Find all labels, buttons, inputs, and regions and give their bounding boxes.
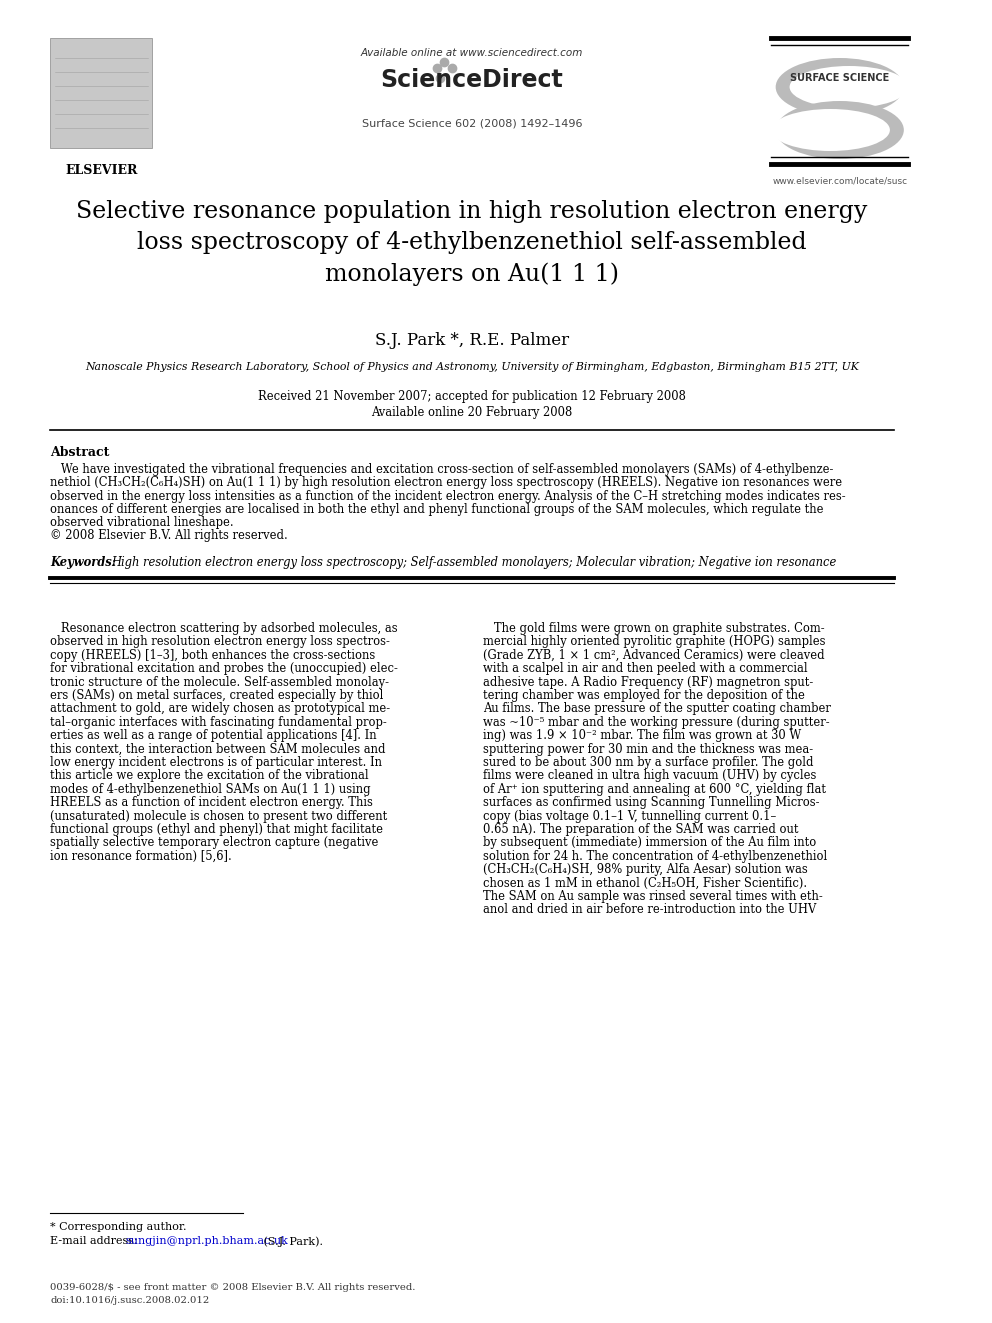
Text: HREELS as a function of incident electron energy. This: HREELS as a function of incident electro… (51, 796, 373, 810)
Text: Keywords:: Keywords: (51, 556, 116, 569)
Text: ion resonance formation) [5,6].: ion resonance formation) [5,6]. (51, 849, 232, 863)
Text: Available online at www.sciencedirect.com: Available online at www.sciencedirect.co… (361, 48, 583, 58)
Bar (51, 38, 153, 148)
Text: with a scalpel in air and then peeled with a commercial: with a scalpel in air and then peeled wi… (483, 663, 807, 675)
Text: Resonance electron scattering by adsorbed molecules, as: Resonance electron scattering by adsorbe… (51, 622, 398, 635)
Text: copy (HREELS) [1–3], both enhances the cross-sections: copy (HREELS) [1–3], both enhances the c… (51, 648, 376, 662)
Text: surfaces as confirmed using Scanning Tunnelling Micros-: surfaces as confirmed using Scanning Tun… (483, 796, 819, 810)
Text: for vibrational excitation and probes the (unoccupied) elec-: for vibrational excitation and probes th… (51, 663, 398, 675)
Text: Selective resonance population in high resolution electron energy
loss spectrosc: Selective resonance population in high r… (76, 200, 868, 286)
Text: onances of different energies are localised in both the ethyl and phenyl functio: onances of different energies are locali… (51, 503, 823, 516)
Text: Available online 20 February 2008: Available online 20 February 2008 (371, 406, 572, 419)
Text: (S.J. Park).: (S.J. Park). (260, 1236, 323, 1246)
Text: adhesive tape. A Radio Frequency (RF) magnetron sput-: adhesive tape. A Radio Frequency (RF) ma… (483, 676, 813, 688)
Text: sungjin@nprl.ph.bham.ac.uk: sungjin@nprl.ph.bham.ac.uk (126, 1236, 289, 1246)
Text: S.J. Park *, R.E. Palmer: S.J. Park *, R.E. Palmer (375, 332, 569, 349)
Text: ers (SAMs) on metal surfaces, created especially by thiol: ers (SAMs) on metal surfaces, created es… (51, 689, 384, 703)
Text: We have investigated the vibrational frequencies and excitation cross-section of: We have investigated the vibrational fre… (51, 463, 833, 476)
Text: High resolution electron energy loss spectroscopy; Self-assembled monolayers; Mo: High resolution electron energy loss spe… (111, 556, 837, 569)
Text: tering chamber was employed for the deposition of the: tering chamber was employed for the depo… (483, 689, 805, 703)
Text: 0039-6028/$ - see front matter © 2008 Elsevier B.V. All rights reserved.: 0039-6028/$ - see front matter © 2008 El… (51, 1283, 416, 1293)
Ellipse shape (776, 101, 904, 159)
Text: observed in high resolution electron energy loss spectros-: observed in high resolution electron ene… (51, 635, 390, 648)
Text: * Corresponding author.: * Corresponding author. (51, 1222, 186, 1232)
Text: tal–organic interfaces with fascinating fundamental prop-: tal–organic interfaces with fascinating … (51, 716, 387, 729)
Text: erties as well as a range of potential applications [4]. In: erties as well as a range of potential a… (51, 729, 377, 742)
Text: Surface Science 602 (2008) 1492–1496: Surface Science 602 (2008) 1492–1496 (362, 118, 582, 128)
Ellipse shape (771, 108, 890, 151)
Text: observed in the energy loss intensities as a function of the incident electron e: observed in the energy loss intensities … (51, 490, 846, 503)
Text: chosen as 1 mM in ethanol (C₂H₅OH, Fisher Scientific).: chosen as 1 mM in ethanol (C₂H₅OH, Fishe… (483, 877, 807, 889)
Text: solution for 24 h. The concentration of 4-ethylbenzenethiol: solution for 24 h. The concentration of … (483, 849, 827, 863)
Text: doi:10.1016/j.susc.2008.02.012: doi:10.1016/j.susc.2008.02.012 (51, 1297, 209, 1304)
Text: copy (bias voltage 0.1–1 V, tunnelling current 0.1–: copy (bias voltage 0.1–1 V, tunnelling c… (483, 810, 777, 823)
Ellipse shape (776, 58, 904, 116)
Text: was ~10⁻⁵ mbar and the working pressure (during sputter-: was ~10⁻⁵ mbar and the working pressure … (483, 716, 829, 729)
Text: Abstract: Abstract (51, 446, 110, 459)
Text: (Grade ZYB, 1 × 1 cm², Advanced Ceramics) were cleaved: (Grade ZYB, 1 × 1 cm², Advanced Ceramics… (483, 648, 824, 662)
Text: sputtering power for 30 min and the thickness was mea-: sputtering power for 30 min and the thic… (483, 742, 813, 755)
Text: 0.65 nA). The preparation of the SAM was carried out: 0.65 nA). The preparation of the SAM was… (483, 823, 799, 836)
Text: functional groups (ethyl and phenyl) that might facilitate: functional groups (ethyl and phenyl) tha… (51, 823, 383, 836)
Text: SURFACE SCIENCE: SURFACE SCIENCE (790, 73, 890, 83)
Text: Nanoscale Physics Research Laboratory, School of Physics and Astronomy, Universi: Nanoscale Physics Research Laboratory, S… (85, 363, 859, 372)
Text: attachment to gold, are widely chosen as prototypical me-: attachment to gold, are widely chosen as… (51, 703, 391, 716)
Text: (CH₃CH₂(C₆H₄)SH, 98% purity, Alfa Aesar) solution was: (CH₃CH₂(C₆H₄)SH, 98% purity, Alfa Aesar)… (483, 863, 807, 876)
Text: of Ar⁺ ion sputtering and annealing at 600 °C, yielding flat: of Ar⁺ ion sputtering and annealing at 6… (483, 783, 826, 796)
Text: modes of 4-ethylbenzenethiol SAMs on Au(1 1 1) using: modes of 4-ethylbenzenethiol SAMs on Au(… (51, 783, 371, 796)
Text: films were cleaned in ultra high vacuum (UHV) by cycles: films were cleaned in ultra high vacuum … (483, 770, 816, 782)
Text: this context, the interaction between SAM molecules and: this context, the interaction between SA… (51, 742, 386, 755)
Text: The SAM on Au sample was rinsed several times with eth-: The SAM on Au sample was rinsed several … (483, 890, 822, 904)
Text: anol and dried in air before re-introduction into the UHV: anol and dried in air before re-introduc… (483, 904, 816, 917)
Text: The gold films were grown on graphite substrates. Com-: The gold films were grown on graphite su… (483, 622, 824, 635)
Text: nethiol (CH₃CH₂(C₆H₄)SH) on Au(1 1 1) by high resolution electron energy loss sp: nethiol (CH₃CH₂(C₆H₄)SH) on Au(1 1 1) by… (51, 476, 842, 490)
Text: by subsequent (immediate) immersion of the Au film into: by subsequent (immediate) immersion of t… (483, 836, 816, 849)
Text: E-mail address:: E-mail address: (51, 1236, 142, 1246)
Text: © 2008 Elsevier B.V. All rights reserved.: © 2008 Elsevier B.V. All rights reserved… (51, 529, 288, 542)
Text: sured to be about 300 nm by a surface profiler. The gold: sured to be about 300 nm by a surface pr… (483, 755, 813, 769)
Text: mercial highly oriented pyrolitic graphite (HOPG) samples: mercial highly oriented pyrolitic graphi… (483, 635, 825, 648)
Text: www.elsevier.com/locate/susc: www.elsevier.com/locate/susc (772, 177, 908, 187)
Text: ScienceDirect: ScienceDirect (381, 67, 563, 93)
Text: ing) was 1.9 × 10⁻² mbar. The film was grown at 30 W: ing) was 1.9 × 10⁻² mbar. The film was g… (483, 729, 802, 742)
Text: Au films. The base pressure of the sputter coating chamber: Au films. The base pressure of the sputt… (483, 703, 831, 716)
Text: this article we explore the excitation of the vibrational: this article we explore the excitation o… (51, 770, 369, 782)
Text: spatially selective temporary electron capture (negative: spatially selective temporary electron c… (51, 836, 379, 849)
Text: tronic structure of the molecule. Self-assembled monolay-: tronic structure of the molecule. Self-a… (51, 676, 389, 688)
Text: (unsaturated) molecule is chosen to present two different: (unsaturated) molecule is chosen to pres… (51, 810, 388, 823)
Text: observed vibrational lineshape.: observed vibrational lineshape. (51, 516, 234, 529)
Ellipse shape (790, 66, 909, 108)
Text: ELSEVIER: ELSEVIER (65, 164, 138, 177)
Text: low energy incident electrons is of particular interest. In: low energy incident electrons is of part… (51, 755, 382, 769)
Text: Received 21 November 2007; accepted for publication 12 February 2008: Received 21 November 2007; accepted for … (258, 390, 685, 404)
